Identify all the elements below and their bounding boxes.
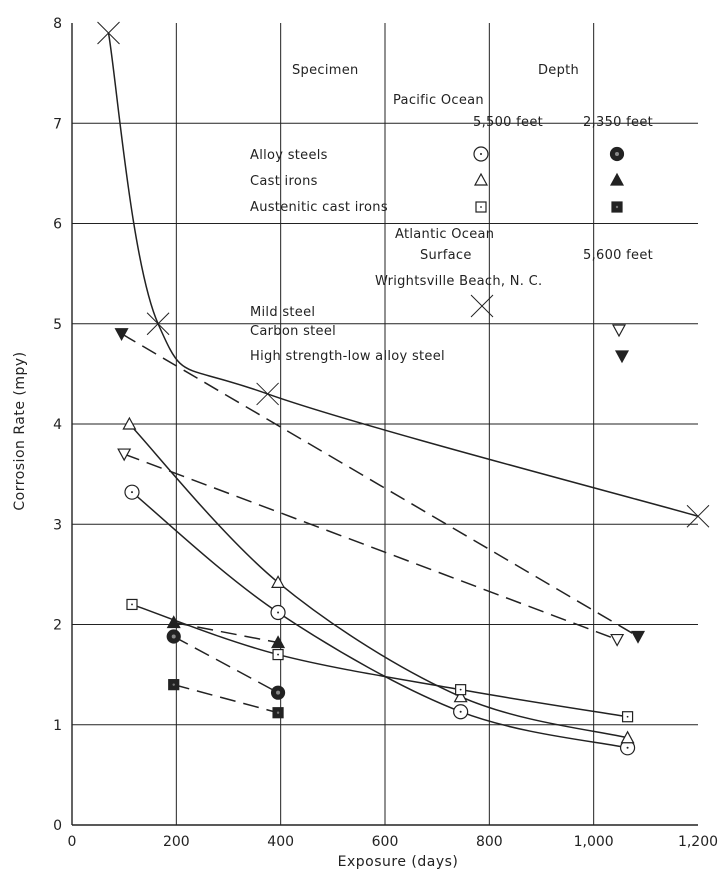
data-point-high-strength-low-alloy-steel <box>114 328 129 342</box>
tick-labels: 0 200 400 600 800 1,000 1,200 0 1 2 3 4 5 6 7 8 <box>53 16 718 850</box>
data-point-mild-steel <box>256 382 279 406</box>
legend-mild-steel: Mild steel <box>250 305 315 320</box>
legend-symbol-alloy-2350 <box>609 146 625 162</box>
y-tick-label: 4 <box>53 417 62 433</box>
data-point-carbon-steel <box>117 448 132 462</box>
series-line-cast-irons-5-500-feet <box>128 423 628 739</box>
y-tick-label: 2 <box>53 618 62 634</box>
legend-pacific-header: Pacific Ocean <box>393 93 484 108</box>
legend-atlantic-header: Atlantic Ocean <box>395 227 494 242</box>
series-line-carbon-steel <box>123 453 618 641</box>
y-tick-label: 3 <box>53 517 62 533</box>
legend-symbol-mild-steel <box>470 294 494 318</box>
data-point-cast-irons-5-500-feet <box>271 575 286 588</box>
x-tick-label: 800 <box>476 834 503 850</box>
x-tick-label: 200 <box>163 834 190 850</box>
legend-hsla-steel: High strength-low alloy steel <box>250 349 445 364</box>
legend-carbon-steel: Carbon steel <box>250 324 336 339</box>
grid <box>72 23 698 825</box>
legend-symbol-carbon-steel <box>611 324 627 338</box>
data-point-cast-irons-5-500-feet <box>122 416 137 430</box>
data-point-austenitic-cast-irons-5-500-feet <box>126 598 138 611</box>
data-point-high-strength-low-alloy-steel <box>630 630 646 644</box>
data-point-austenitic-cast-irons-5-500-feet <box>272 648 284 661</box>
data-point-austenitic-cast-irons-2-350-feet <box>272 707 284 719</box>
legend-wrightsville: Wrightsville Beach, N. C. <box>375 274 542 289</box>
data-point-carbon-steel <box>610 633 625 647</box>
x-tick-label: 600 <box>372 834 399 850</box>
data-point-mild-steel <box>97 21 120 45</box>
y-tick-label: 1 <box>53 718 62 734</box>
axes <box>71 23 698 826</box>
data-point-alloy-steels-5-500-feet <box>270 604 286 621</box>
legend-symbol-cast-2350 <box>609 172 625 186</box>
data-point-austenitic-cast-irons-2-350-feet <box>168 679 180 691</box>
data-point-cast-irons-2-350-feet <box>271 635 286 649</box>
series-line-cast-irons-2-350-feet <box>173 621 279 644</box>
y-tick-label: 6 <box>53 217 62 233</box>
legend-alloy-steels: Alloy steels <box>250 148 328 163</box>
y-tick-label: 8 <box>53 16 62 32</box>
x-axis-title: Exposure (days) <box>338 854 459 870</box>
legend-symbols <box>470 146 630 364</box>
data-point-cast-irons-5-500-feet <box>620 730 635 744</box>
data-point-austenitic-cast-irons-5-500-feet <box>455 684 467 696</box>
data-point-alloy-steels-2-350-feet <box>270 685 286 700</box>
y-tick-label: 7 <box>53 116 62 132</box>
series-line-mild-steel <box>107 32 699 517</box>
y-axis-title: Corrosion Rate (mpy) <box>12 351 28 510</box>
x-tick-label: 1,000 <box>574 834 614 850</box>
series-line-high-strength-low-alloy-steel <box>121 333 639 638</box>
series-line-alloy-steels-5-500-feet <box>131 491 628 749</box>
legend-symbol-alloy-5500 <box>473 146 489 162</box>
data-markers <box>97 21 710 756</box>
data-point-mild-steel <box>146 312 170 336</box>
legend-surface: Surface <box>420 248 472 263</box>
data-point-alloy-steels-5-500-feet <box>453 704 469 720</box>
x-tick-label: 0 <box>68 834 77 850</box>
x-tick-label: 400 <box>267 834 294 850</box>
series-line-austenitic-cast-irons-2-350-feet <box>173 683 279 714</box>
data-point-mild-steel <box>686 504 710 528</box>
legend-symbol-austenitic-2350 <box>611 201 623 213</box>
x-tick-label: 1,200 <box>678 834 718 850</box>
legend-austenitic: Austenitic cast irons <box>250 200 388 215</box>
legend-specimen-header: Specimen <box>292 63 359 78</box>
data-point-cast-irons-5-500-feet <box>453 689 468 703</box>
legend-pacific-col2: 2,350 feet <box>583 115 653 130</box>
y-tick-label: 5 <box>53 317 62 333</box>
data-point-alloy-steels-2-350-feet <box>166 629 181 644</box>
series-line-alloy-steels-2-350-feet <box>173 635 279 694</box>
legend-symbol-cast-5500 <box>473 172 489 186</box>
legend-cast-irons: Cast irons <box>250 174 318 189</box>
data-point-alloy-steels-5-500-feet <box>124 484 140 500</box>
legend-depth-header: Depth <box>538 63 579 78</box>
legend-symbol-austenitic-5500 <box>475 201 487 213</box>
legend-pacific-col1: 5,500 feet <box>473 115 543 130</box>
legend-atlantic-depth: 5,600 feet <box>583 248 653 263</box>
legend-symbol-hsla-steel <box>614 350 630 364</box>
data-point-austenitic-cast-irons-5-500-feet <box>621 711 634 723</box>
data-point-cast-irons-2-350-feet <box>166 615 181 629</box>
series-line-austenitic-cast-irons-5-500-feet <box>131 603 628 718</box>
legend: Specimen Depth Pacific Ocean 5,500 feet … <box>250 63 653 364</box>
series-lines <box>107 32 699 749</box>
y-tick-label: 0 <box>53 818 62 834</box>
